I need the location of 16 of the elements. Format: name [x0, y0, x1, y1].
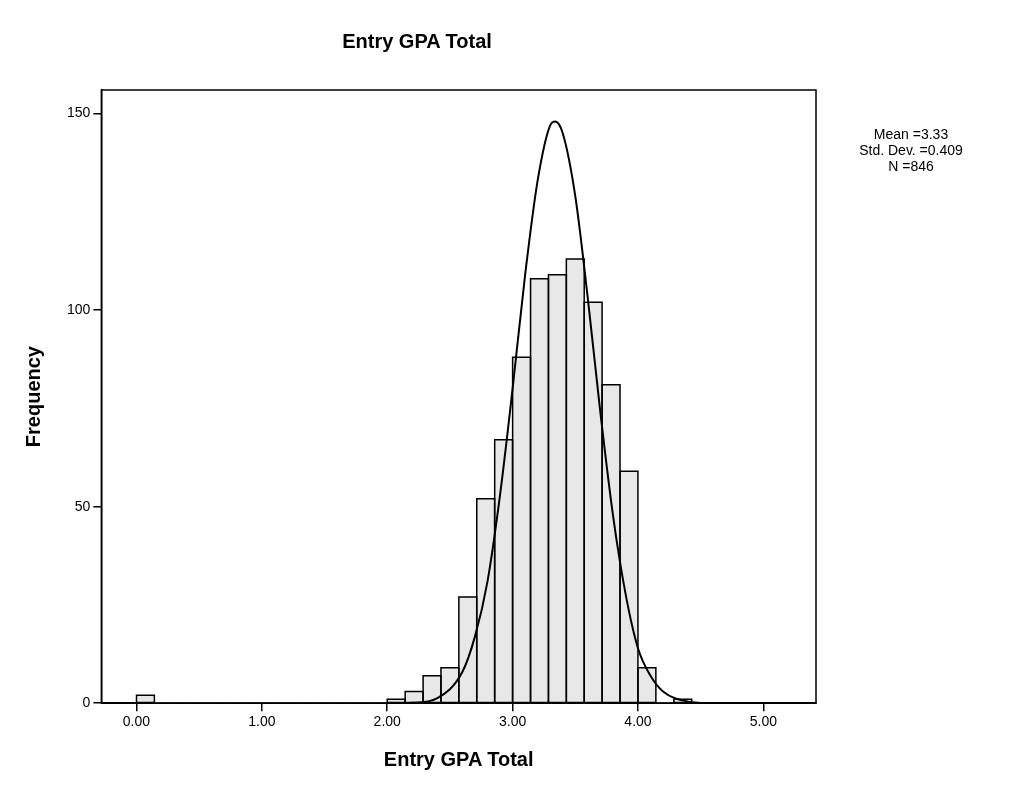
- y-tick-label: 50: [74, 497, 91, 514]
- text: Std. Dev. =0.409: [859, 141, 964, 158]
- y-tick-label: 150: [67, 104, 91, 121]
- x-tick-label: 4.00: [624, 713, 652, 730]
- x-tick-label: 5.00: [749, 713, 778, 730]
- text: N =846: [888, 157, 934, 174]
- x-tick-label: 0.00: [122, 713, 151, 730]
- y-tick-label: 0: [82, 694, 91, 711]
- x-axis-title: Entry GPA Total: [383, 747, 534, 770]
- y-axis-title: Frequency: [21, 345, 44, 448]
- x-tick-label: 3.00: [498, 713, 527, 730]
- x-tick-label: 2.00: [373, 713, 402, 730]
- x-tick-label: 1.00: [248, 713, 276, 730]
- chart-title: Entry GPA Total: [342, 29, 492, 52]
- y-tick-label: 100: [67, 300, 91, 317]
- text: Mean =3.33: [873, 125, 949, 142]
